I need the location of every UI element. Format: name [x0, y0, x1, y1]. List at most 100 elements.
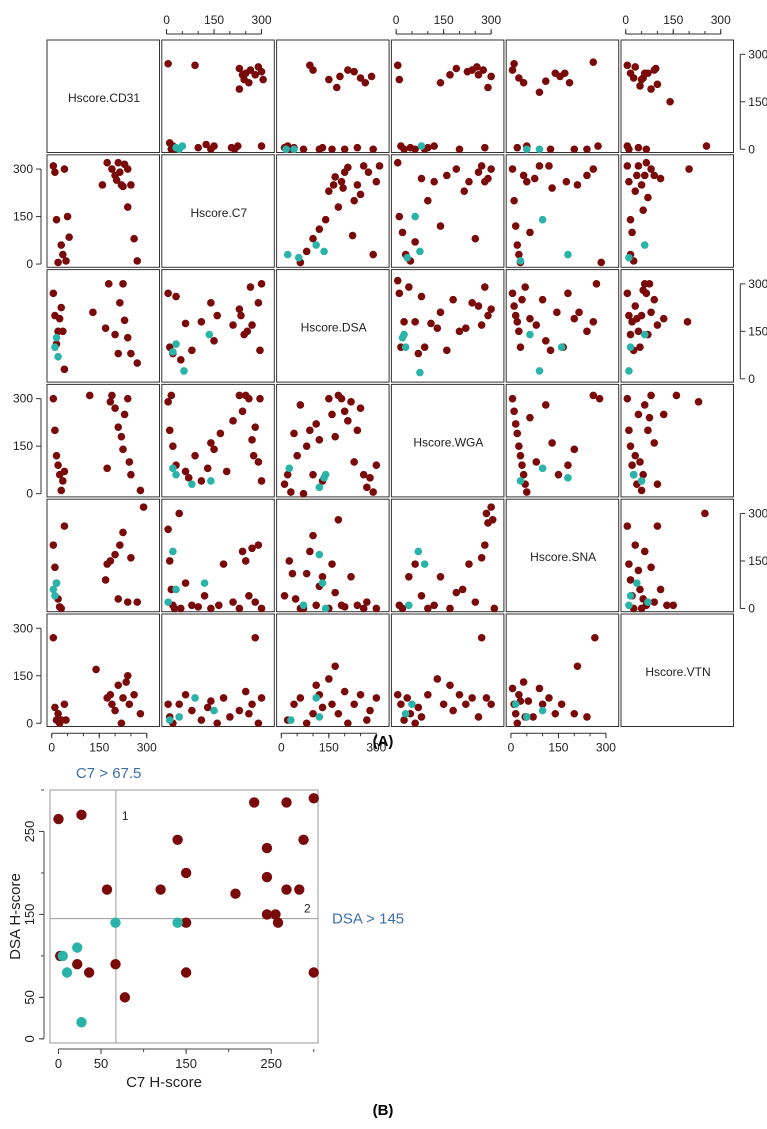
data-point — [487, 700, 495, 709]
data-point-accent — [51, 591, 59, 600]
tick-label-bottom: 300 — [596, 740, 616, 754]
data-point — [513, 143, 522, 152]
data-point — [625, 311, 633, 320]
data-point — [111, 706, 119, 715]
data-point — [628, 461, 636, 469]
data-point — [482, 694, 491, 702]
data-point — [296, 694, 305, 702]
data-point — [170, 604, 179, 613]
data-point — [117, 432, 126, 441]
data-point — [139, 503, 148, 511]
tick-label-right: 0 — [748, 601, 755, 615]
data-point — [259, 75, 267, 84]
data-point — [328, 560, 336, 568]
data-point — [256, 394, 264, 403]
data-point — [207, 299, 215, 307]
data-point — [452, 165, 461, 173]
data-point — [589, 58, 598, 66]
data-point — [631, 187, 640, 196]
data-point-accent — [172, 470, 180, 479]
data-point — [337, 177, 346, 186]
data-point — [411, 238, 419, 246]
y-axis-label: DSA H-score — [7, 873, 24, 960]
data-point — [541, 77, 550, 85]
data-point — [411, 560, 419, 568]
data-point — [248, 321, 256, 329]
data-point — [652, 64, 660, 73]
data-point — [636, 82, 644, 90]
data-point — [455, 690, 464, 699]
data-point — [519, 678, 528, 686]
data-point — [366, 474, 374, 482]
data-point — [363, 598, 371, 606]
data-point — [636, 343, 644, 351]
data-point — [433, 324, 442, 332]
data-point — [625, 177, 633, 186]
data-point — [241, 557, 250, 565]
matrix-cell-frame — [46, 498, 160, 613]
data-point-accent — [52, 579, 61, 587]
tick-label-top: 150 — [204, 13, 224, 27]
data-point — [245, 394, 253, 403]
data-point — [229, 417, 237, 425]
data-point — [411, 318, 419, 326]
data-point — [583, 327, 591, 336]
data-point-accent — [282, 145, 290, 154]
data-point — [458, 585, 467, 594]
data-point — [414, 349, 423, 358]
data-point — [446, 71, 454, 79]
data-point — [119, 445, 127, 454]
data-point — [398, 228, 407, 237]
data-point — [526, 228, 534, 237]
data-point — [626, 215, 635, 224]
data-point — [184, 474, 193, 482]
data-point — [288, 569, 297, 578]
data-point-accent — [290, 145, 298, 154]
data-point — [430, 601, 438, 610]
tick-label-right: 300 — [748, 506, 767, 520]
data-point — [285, 557, 294, 565]
data-point — [51, 703, 59, 712]
data-point — [59, 477, 67, 485]
data-point — [291, 595, 300, 603]
data-point — [363, 483, 371, 492]
data-point-accent — [172, 340, 180, 348]
data-point — [515, 690, 523, 699]
data-point — [633, 171, 641, 180]
data-point — [653, 80, 662, 89]
data-point — [237, 311, 245, 320]
data-point — [443, 171, 451, 180]
data-point — [640, 401, 649, 409]
data-point — [685, 165, 693, 173]
data-point — [119, 694, 127, 702]
data-point-accent — [207, 477, 215, 485]
data-point-accent — [188, 480, 196, 488]
matrix-cell-frame — [161, 613, 275, 727]
data-point — [417, 713, 426, 721]
data-point — [165, 426, 174, 435]
data-point-accent — [414, 547, 423, 556]
data-point-accent — [535, 145, 544, 154]
data-point — [353, 181, 362, 189]
tick-label-left: 0 — [26, 716, 33, 730]
data-point — [518, 461, 526, 469]
data-point-accent — [164, 598, 172, 606]
data-point — [367, 72, 376, 81]
data-point — [430, 177, 438, 186]
data-point — [254, 719, 263, 728]
data-point — [647, 85, 655, 93]
data-point — [101, 884, 113, 895]
data-point — [535, 88, 544, 97]
data-point — [650, 171, 659, 180]
data-point — [210, 445, 218, 454]
data-point — [417, 174, 426, 183]
data-point — [108, 391, 116, 400]
data-point-accent — [637, 477, 646, 485]
data-point — [521, 283, 529, 291]
data-point-accent — [416, 247, 424, 256]
data-point — [254, 299, 263, 307]
data-point-accent — [625, 367, 633, 375]
data-point — [60, 365, 69, 374]
data-point — [287, 488, 295, 496]
